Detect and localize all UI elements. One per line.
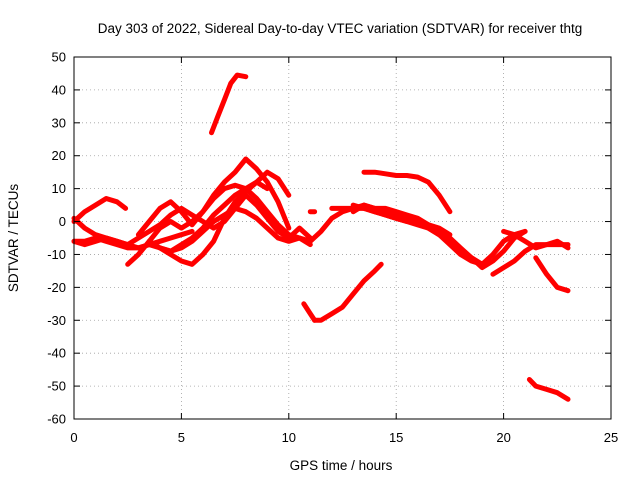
y-tick-labels: 50 40 30 20 10 0 -10 -20 -30 -40 -50 -60 bbox=[47, 50, 66, 427]
series-arc-18 bbox=[501, 228, 571, 251]
series-arc-16 bbox=[361, 169, 453, 215]
y-tick-label: -10 bbox=[47, 247, 66, 262]
x-tick-label: 0 bbox=[70, 430, 77, 445]
y-tick-label: 10 bbox=[52, 181, 66, 196]
series-arc-15 bbox=[350, 202, 453, 238]
series-arc-7 bbox=[146, 169, 292, 267]
series-arc-10 bbox=[301, 301, 318, 323]
series-arc-20 bbox=[526, 377, 571, 402]
x-tick-labels: 0 5 10 15 20 25 bbox=[70, 430, 618, 445]
series-arc-11 bbox=[312, 261, 384, 323]
y-axis-title: SDTVAR / TECUs bbox=[6, 184, 21, 293]
grid-lines bbox=[74, 57, 611, 419]
series-arc-14 bbox=[350, 202, 528, 271]
y-tick-label: 0 bbox=[59, 214, 66, 229]
series-arc-19 bbox=[533, 255, 571, 294]
plot-frame bbox=[73, 56, 612, 420]
y-tick-label: -40 bbox=[47, 346, 66, 361]
y-tick-label: 50 bbox=[52, 50, 66, 65]
x-tick-label: 5 bbox=[178, 430, 185, 445]
y-tick-label: -60 bbox=[47, 412, 66, 427]
x-tick-label: 25 bbox=[604, 430, 618, 445]
y-tick-label: 40 bbox=[52, 82, 66, 97]
x-tick-label: 20 bbox=[496, 430, 510, 445]
series-arc-17 bbox=[490, 242, 571, 277]
series-arc-8 bbox=[157, 179, 270, 254]
axis-ticks bbox=[73, 56, 612, 420]
y-tick-label: -50 bbox=[47, 379, 66, 394]
series-arc-4 bbox=[71, 192, 313, 248]
x-tick-label: 15 bbox=[389, 430, 403, 445]
series-arc-1 bbox=[71, 196, 129, 224]
y-tick-label: -30 bbox=[47, 313, 66, 328]
y-tick-label: 30 bbox=[52, 115, 66, 130]
series-arc-9 bbox=[209, 72, 249, 136]
data-series bbox=[71, 72, 571, 402]
chart-title: Day 303 of 2022, Sidereal Day-to-day VTE… bbox=[98, 21, 582, 36]
series-arc-3 bbox=[71, 205, 313, 254]
x-axis-title: GPS time / hours bbox=[290, 458, 393, 473]
y-tick-label: -20 bbox=[47, 280, 66, 295]
y-tick-label: 20 bbox=[52, 148, 66, 163]
x-tick-label: 10 bbox=[282, 430, 296, 445]
